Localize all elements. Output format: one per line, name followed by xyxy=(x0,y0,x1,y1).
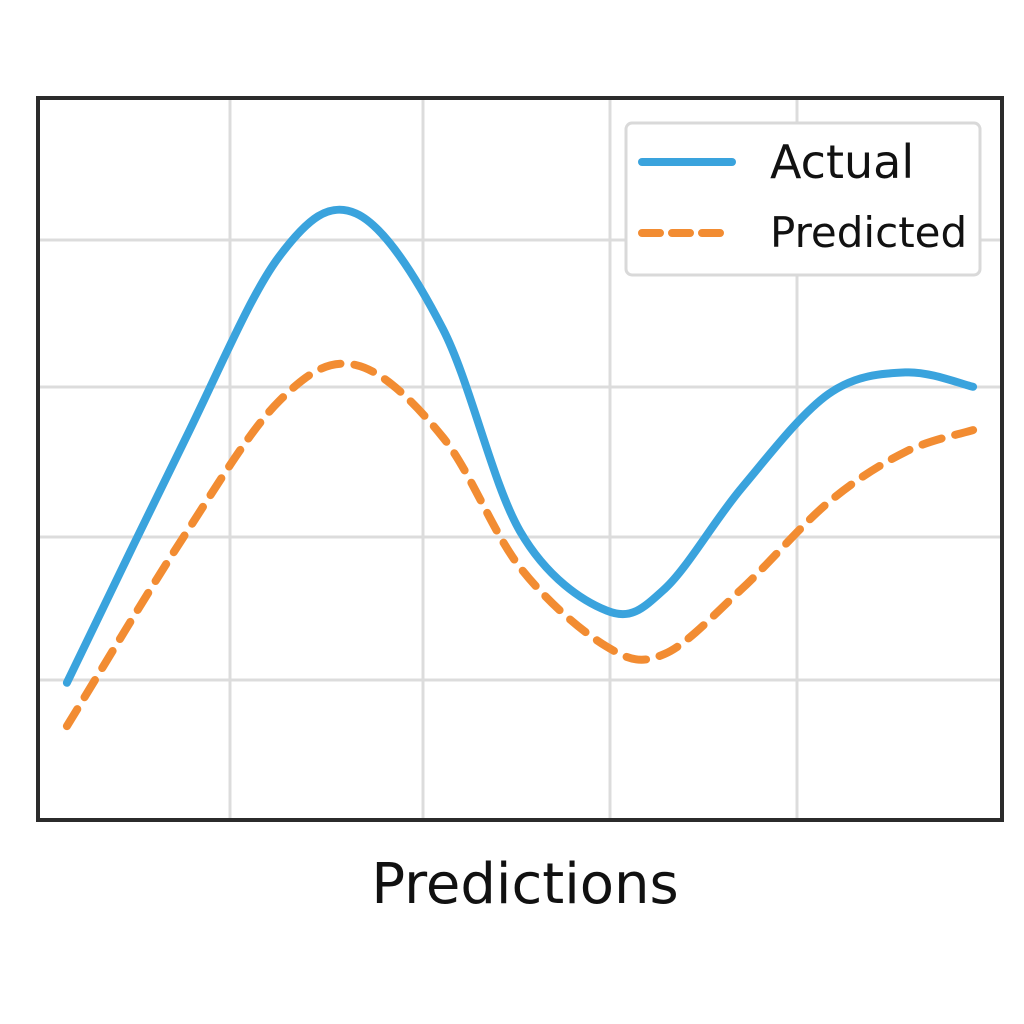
legend: Actual Predicted xyxy=(624,121,982,277)
legend-label-actual: Actual xyxy=(770,135,914,189)
series-layer xyxy=(62,205,978,731)
plot-frame xyxy=(36,96,1004,822)
x-axis-label: Predictions xyxy=(371,852,678,917)
series-line-actual xyxy=(62,205,978,687)
legend-label-predicted: Predicted xyxy=(770,208,967,257)
series-line-predicted xyxy=(62,359,978,731)
